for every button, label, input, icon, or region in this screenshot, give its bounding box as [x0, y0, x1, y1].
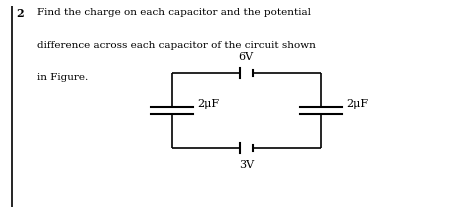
Text: 2: 2 [16, 8, 24, 19]
Text: 3V: 3V [239, 160, 254, 170]
Text: 2μF: 2μF [198, 99, 219, 109]
Text: in Figure.: in Figure. [37, 73, 89, 82]
Text: Find the charge on each capacitor and the potential: Find the charge on each capacitor and th… [37, 8, 311, 17]
Text: 2μF: 2μF [346, 99, 368, 109]
Text: difference across each capacitor of the circuit shown: difference across each capacitor of the … [37, 41, 316, 50]
Text: 6V: 6V [239, 52, 254, 62]
